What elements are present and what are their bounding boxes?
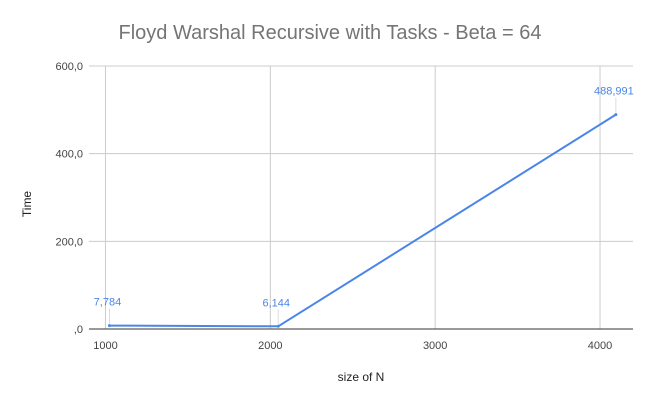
chart-title: Floyd Warshal Recursive with Tasks - Bet… <box>119 22 542 44</box>
data-point <box>276 324 280 328</box>
y-tick-label: ,0 <box>74 324 83 336</box>
series-layer <box>107 113 618 328</box>
data-label: 7,784 <box>94 297 122 309</box>
y-axis-title: Time <box>20 191 34 218</box>
data-point <box>107 324 111 328</box>
gridlines <box>89 65 633 329</box>
x-tick-label: 1000 <box>93 340 117 352</box>
y-tick-label: 200,0 <box>55 236 83 248</box>
x-tick-label: 4000 <box>588 340 612 352</box>
data-label: 488,991 <box>594 86 634 98</box>
x-axis-title: size of N <box>338 370 385 384</box>
y-tick-label: 400,0 <box>55 149 83 161</box>
y-tick-label: 600,0 <box>55 61 83 73</box>
data-point <box>614 113 618 117</box>
series-line <box>109 113 617 328</box>
x-tick-label: 3000 <box>423 340 447 352</box>
data-label: 6,144 <box>262 297 290 309</box>
axes: ,0 200,0 400,0 600,0 1000 2000 3000 4000 <box>55 61 633 352</box>
data-labels: 7,784 6,144 488,991 <box>94 86 634 325</box>
x-tick-label: 2000 <box>258 340 282 352</box>
